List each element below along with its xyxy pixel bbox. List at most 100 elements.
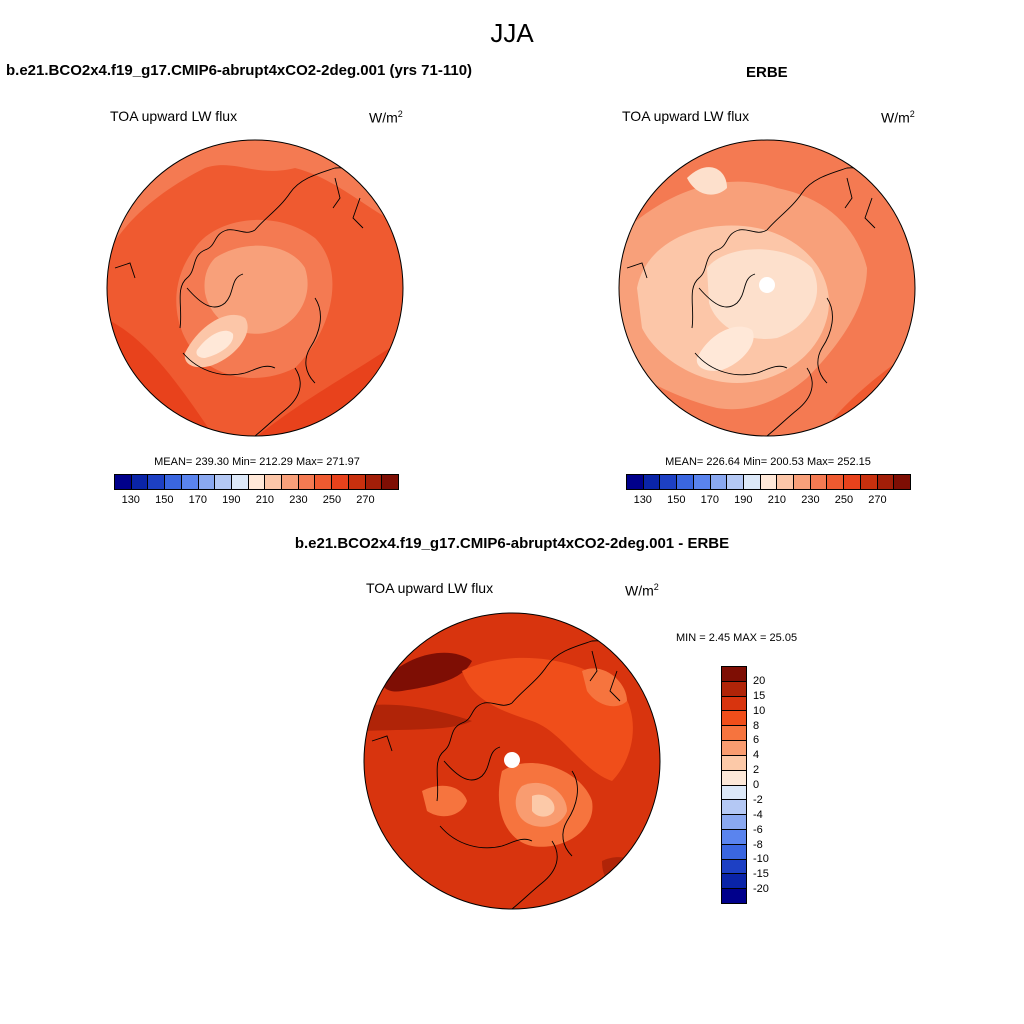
panel-b-colorbar-labels: 130 150 170 190 210 230 250 270	[626, 494, 911, 510]
panel-c-colorbar	[721, 666, 747, 904]
colorbar-tick-label: 150	[667, 494, 686, 506]
colorbar-swatch	[165, 475, 182, 489]
colorbar-swatch	[693, 475, 711, 489]
colorbar-swatch	[215, 475, 232, 489]
colorbar-swatch	[760, 475, 778, 489]
colorbar-swatch	[722, 815, 746, 830]
contour-fill-210	[696, 326, 754, 371]
panel-c-title: b.e21.BCO2x4.f19_g17.CMIP6-abrupt4xCO2-2…	[294, 535, 730, 552]
colorbar-swatch	[722, 681, 746, 697]
contour-fill-15	[364, 704, 472, 731]
colorbar-swatch	[265, 475, 283, 489]
coastlines	[371, 640, 643, 909]
colorbar-swatch	[131, 475, 149, 489]
colorbar-swatch	[722, 770, 746, 786]
colorbar-tick-label: -4	[753, 808, 763, 821]
panel-b-colorbar	[626, 474, 911, 490]
colorbar-swatch	[710, 475, 728, 489]
map-boundary	[618, 139, 916, 437]
colorbar-tick-label: 170	[188, 494, 207, 506]
colorbar-swatch	[315, 475, 333, 489]
panel-a-colorbar	[114, 474, 399, 490]
colorbar-swatch	[722, 726, 746, 742]
colorbar-tick-label: -15	[753, 868, 769, 881]
colorbar-swatch	[660, 475, 678, 489]
contour-fill-6	[422, 785, 467, 817]
colorbar-tick-label: 230	[289, 494, 308, 506]
colorbar-tick-label: 130	[633, 494, 652, 506]
colorbar-swatch	[722, 800, 746, 816]
colorbar-swatch	[382, 475, 398, 489]
colorbar-swatch	[282, 475, 299, 489]
colorbar-swatch	[727, 475, 744, 489]
colorbar-swatch	[722, 844, 746, 860]
colorbar-swatch	[115, 475, 132, 489]
panel-c-map	[363, 612, 661, 910]
colorbar-swatch	[722, 667, 746, 682]
colorbar-swatch	[181, 475, 199, 489]
colorbar-tick-label: 20	[753, 674, 766, 687]
panel-b-map	[618, 139, 916, 437]
colorbar-swatch	[248, 475, 266, 489]
colorbar-swatch	[827, 475, 845, 489]
colorbar-tick-label: 150	[155, 494, 174, 506]
colorbar-tick-label: 270	[868, 494, 887, 506]
colorbar-swatch	[722, 874, 746, 890]
colorbar-swatch	[148, 475, 166, 489]
colorbar-tick-label: 15	[753, 689, 766, 702]
colorbar-swatch	[722, 859, 746, 875]
colorbar-swatch	[627, 475, 644, 489]
colorbar-swatch	[810, 475, 828, 489]
colorbar-swatch	[677, 475, 694, 489]
map-boundary	[106, 139, 404, 437]
panel-b-variable: TOA upward LW flux	[622, 108, 750, 124]
colorbar-tick-label: 270	[356, 494, 375, 506]
colorbar-swatch	[722, 711, 746, 727]
colorbar-swatch	[722, 889, 746, 903]
colorbar-swatch	[777, 475, 795, 489]
contour-fill-2	[532, 794, 555, 817]
colorbar-tick-label: 210	[255, 494, 275, 506]
colorbar-tick-label: -8	[753, 838, 763, 851]
colorbar-swatch	[722, 829, 746, 845]
panel-b-stats: MEAN= 226.64 Min= 200.53 Max= 252.15	[665, 456, 871, 468]
colorbar-swatch	[794, 475, 811, 489]
panel-c-stats: MIN = 2.45 MAX = 25.05	[676, 632, 798, 644]
colorbar-tick-label: 130	[121, 494, 140, 506]
panel-b-title: ERBE	[746, 64, 788, 81]
colorbar-swatch	[894, 475, 910, 489]
colorbar-swatch	[332, 475, 349, 489]
colorbar-swatch	[365, 475, 383, 489]
panel-a-map	[106, 139, 404, 437]
panel-c-units: W/m2	[625, 582, 659, 599]
colorbar-tick-label: 230	[801, 494, 820, 506]
panel-a-colorbar-labels: 130 150 170 190 210 230 250 270	[114, 494, 399, 510]
colorbar-swatch	[298, 475, 316, 489]
colorbar-swatch	[722, 696, 746, 712]
colorbar-swatch	[722, 755, 746, 771]
map-boundary	[363, 612, 661, 910]
colorbar-swatch	[643, 475, 661, 489]
colorbar-tick-label: 10	[753, 704, 766, 717]
missing-data-pole	[759, 277, 775, 293]
colorbar-swatch	[860, 475, 878, 489]
colorbar-tick-label: 6	[753, 734, 760, 747]
colorbar-swatch	[877, 475, 895, 489]
colorbar-tick-label: 190	[222, 494, 241, 506]
colorbar-tick-label: 210	[767, 494, 787, 506]
colorbar-tick-label: -6	[753, 823, 763, 836]
colorbar-swatch	[743, 475, 761, 489]
colorbar-tick-label: 170	[700, 494, 719, 506]
panel-c-variable: TOA upward LW flux	[366, 580, 494, 596]
colorbar-swatch	[348, 475, 366, 489]
contour-fill-230	[204, 245, 308, 334]
colorbar-swatch	[198, 475, 216, 489]
colorbar-swatch	[231, 475, 249, 489]
contour-fill-20	[382, 652, 472, 692]
colorbar-tick-label: -2	[753, 793, 763, 806]
colorbar-swatch	[722, 741, 746, 756]
colorbar-tick-label: 4	[753, 749, 760, 762]
panel-a-title: b.e21.BCO2x4.f19_g17.CMIP6-abrupt4xCO2-2…	[6, 62, 473, 79]
colorbar-tick-label: 250	[322, 494, 342, 506]
contour-fill-215	[687, 167, 727, 195]
